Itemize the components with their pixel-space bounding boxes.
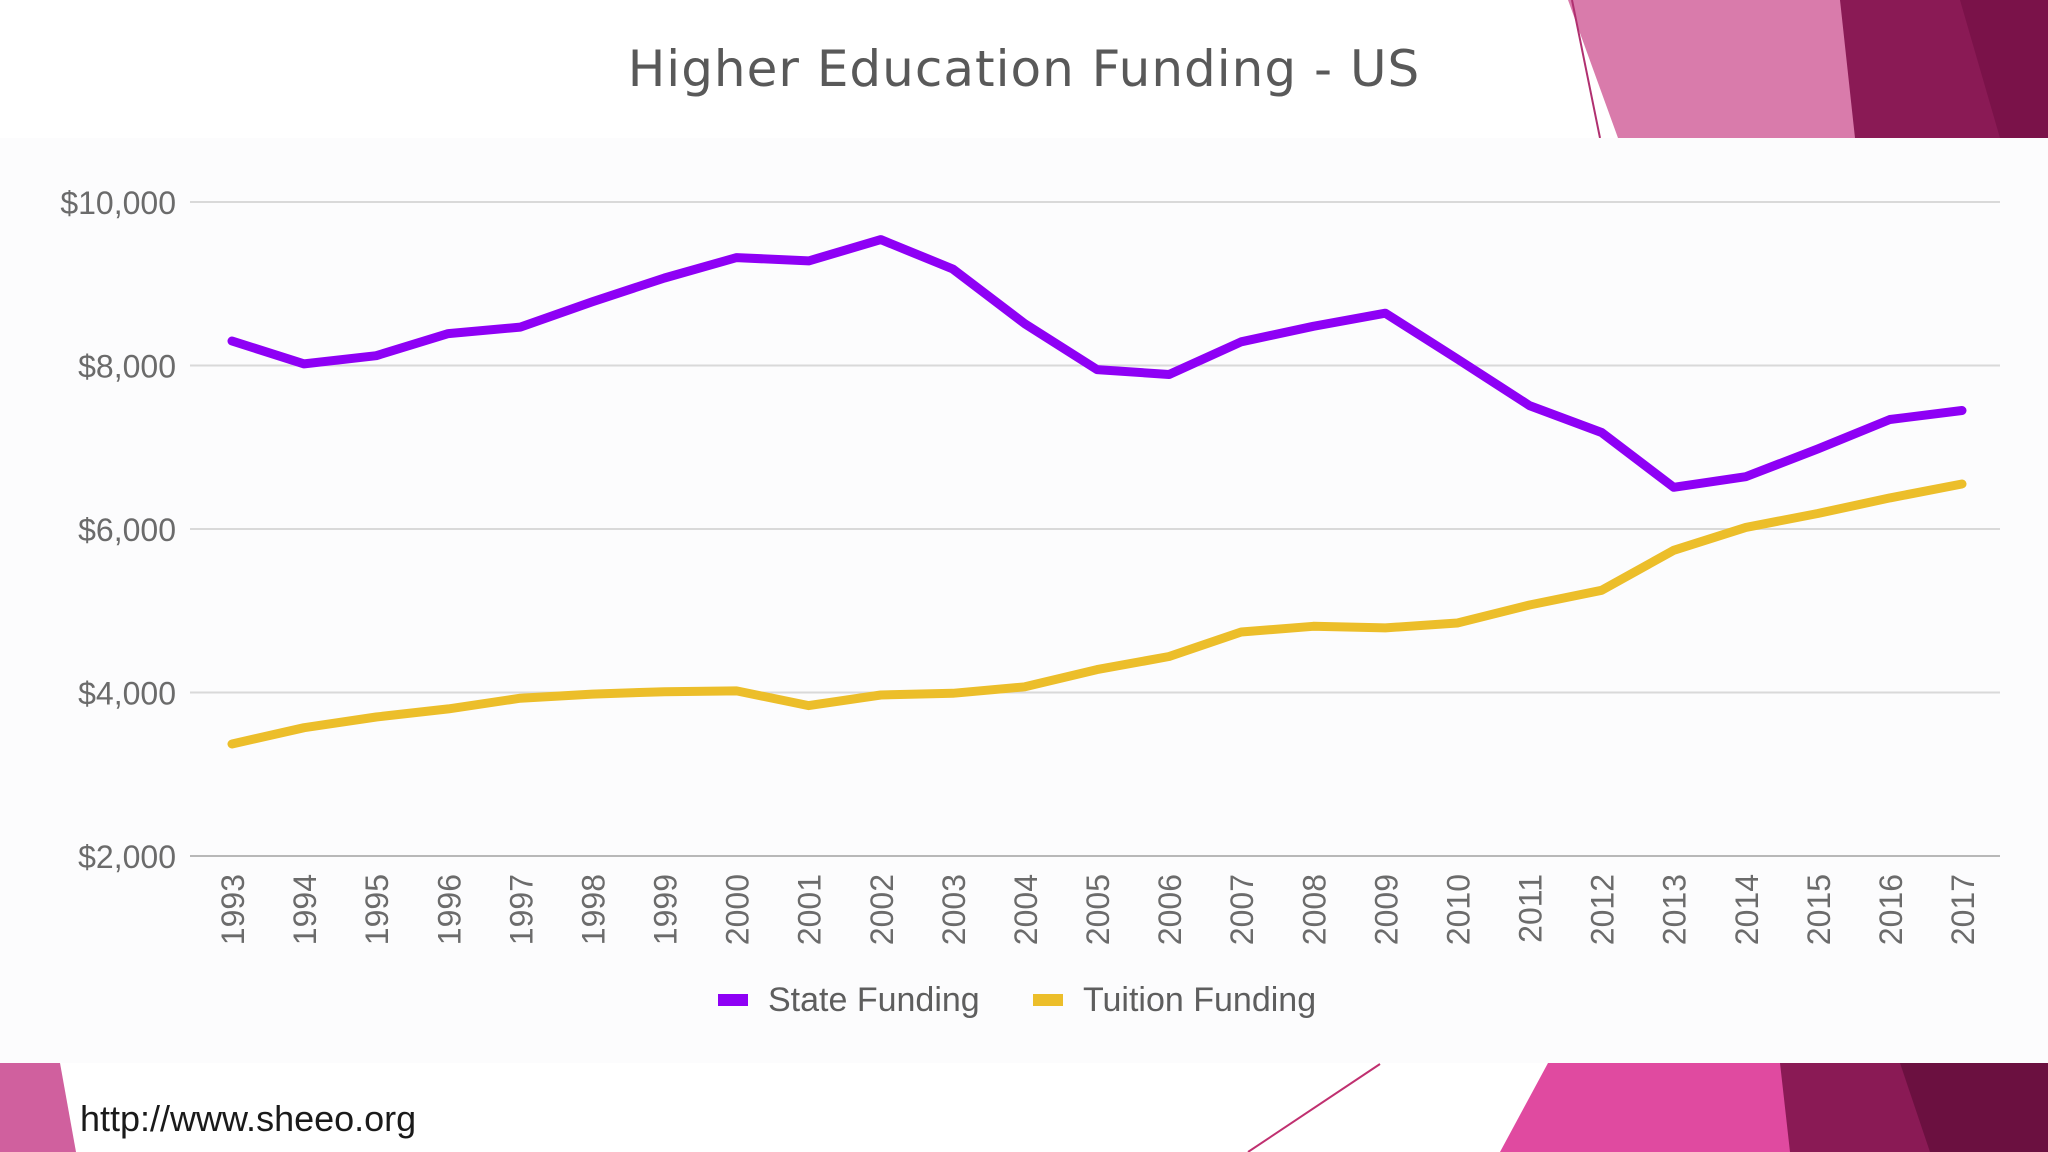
legend-label: State Funding (768, 981, 980, 1019)
series-line-state-funding (227, 235, 1967, 492)
top-right-darker-band (1960, 0, 2048, 138)
x-tick-label: 2006 (1152, 874, 1188, 945)
y-tick-label: $8,000 (78, 349, 176, 385)
series-line-tuition-funding (227, 479, 1967, 749)
legend-swatch (1033, 994, 1063, 1006)
y-tick-label: $2,000 (78, 839, 176, 875)
x-tick-label: 2002 (864, 874, 900, 945)
x-tick-label: 2003 (936, 874, 972, 945)
bottom-right-darker-band (1900, 1063, 2048, 1152)
bottom-left-pink-band (0, 1063, 76, 1152)
x-tick-label: 2007 (1224, 874, 1260, 945)
y-tick-label: $4,000 (78, 676, 176, 712)
x-tick-label: 2004 (1008, 874, 1044, 945)
bottom-accent-line (1247, 1063, 1381, 1152)
x-tick-label: 1994 (287, 874, 323, 945)
x-tick-label: 2000 (720, 874, 756, 945)
source-url: http://www.sheeo.org (80, 1098, 417, 1139)
x-tick-label: 2014 (1729, 874, 1765, 945)
x-tick-label: 1995 (359, 874, 395, 945)
legend-label: Tuition Funding (1083, 981, 1316, 1019)
y-tick-label: $10,000 (60, 185, 176, 221)
x-tick-label: 1997 (503, 874, 539, 945)
x-tick-label: 2005 (1080, 874, 1116, 945)
x-tick-label: 1996 (431, 874, 467, 945)
x-tick-label: 2016 (1873, 874, 1909, 945)
slide-title: Higher Education Funding - US (627, 40, 1421, 98)
x-tick-label: 2009 (1368, 874, 1404, 945)
chart-panel (0, 138, 2048, 1063)
x-tick-label: 2011 (1513, 874, 1549, 943)
x-tick-label: 2010 (1440, 874, 1476, 945)
legend-swatch (718, 994, 748, 1006)
x-tick-label: 2017 (1945, 874, 1981, 945)
y-tick-label: $6,000 (78, 512, 176, 548)
x-tick-label: 2008 (1296, 874, 1332, 945)
x-tick-label: 2001 (792, 874, 828, 945)
top-right-accent-line (1571, 0, 1601, 139)
x-tick-label: 2013 (1657, 874, 1693, 945)
x-tick-label: 1993 (215, 874, 251, 945)
x-tick-label: 1999 (648, 874, 684, 945)
x-tick-label: 2015 (1801, 874, 1837, 945)
x-tick-label: 1998 (575, 874, 611, 945)
x-tick-label: 2012 (1585, 874, 1621, 945)
